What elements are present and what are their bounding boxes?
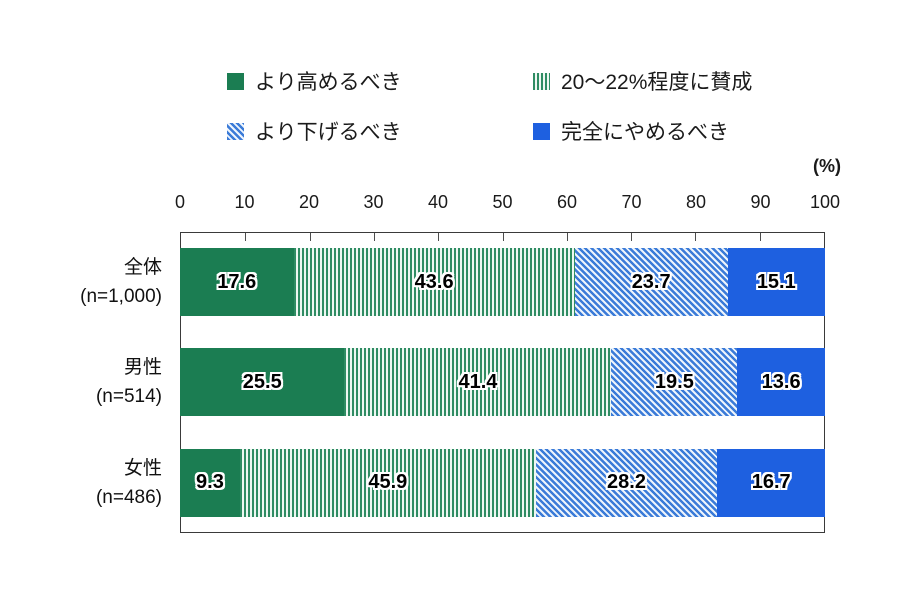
legend-label: 完全にやめるべき <box>561 121 729 144</box>
axis-tick-mark <box>695 233 697 241</box>
bar-segment: 23.7 <box>574 248 728 317</box>
chart-row: 男性 (n=514) 25.5 41.4 19.5 13.6 <box>0 332 825 432</box>
bar-value-label: 17.6 <box>217 270 257 293</box>
axis-tick-mark <box>245 233 247 241</box>
bar-value-label: 15.1 <box>756 270 796 293</box>
axis-tick-label: 10 <box>234 192 255 212</box>
axis-tick-mark <box>309 233 311 241</box>
bar-segment: 28.2 <box>535 448 718 517</box>
axis-tick-mark <box>438 233 440 241</box>
axis-tick-label: 0 <box>174 192 186 212</box>
bar-value-label: 16.7 <box>751 471 791 494</box>
row-label: 男性 (n=514) <box>0 353 162 411</box>
axis-tick-label: 20 <box>298 192 320 212</box>
axis-tick-label: 80 <box>685 192 707 212</box>
axis-tick-label: 90 <box>750 192 771 212</box>
bar-value-label: 25.5 <box>242 370 282 393</box>
legend-item-raise: より高めるべき <box>227 66 402 96</box>
legend-label: 20〜22%程度に賛成 <box>561 71 753 94</box>
bar-value-label: 41.4 <box>458 370 498 393</box>
chart-row: 女性 (n=486) 9.3 45.9 28.2 16.7 <box>0 433 825 533</box>
axis-tick-mark <box>502 233 504 241</box>
axis-tick-label: 30 <box>363 192 384 212</box>
bar-segment: 9.3 <box>180 448 240 517</box>
axis-tick-label: 50 <box>492 192 513 212</box>
stacked-bar: 17.6 43.6 23.7 15.1 <box>180 248 825 317</box>
bar-segment: 25.5 <box>180 348 345 417</box>
axis-tick-mark <box>759 233 761 241</box>
legend-swatch-solid-green <box>227 72 244 90</box>
legend-item-lower: より下げるべき <box>227 116 402 146</box>
bar-segment: 13.6 <box>737 348 825 417</box>
bar-value-label: 23.7 <box>631 270 671 293</box>
bar-segment: 43.6 <box>293 248 575 317</box>
bar-segment: 17.6 <box>180 248 294 317</box>
legend-label: より高めるべき <box>255 71 402 94</box>
axis-tick-label: 60 <box>556 192 578 212</box>
row-label: 全体 (n=1,000) <box>0 253 162 311</box>
row-label: 女性 (n=486) <box>0 454 162 512</box>
bar-value-label: 19.5 <box>654 370 694 393</box>
bar-value-label: 28.2 <box>607 471 646 494</box>
x-axis: 0 10 20 30 40 50 60 70 80 90 100 <box>175 192 840 216</box>
axis-tick-mark <box>373 233 375 241</box>
row-sample-size-label: (n=486) <box>95 486 162 508</box>
bar-value-label: 45.9 <box>368 471 408 494</box>
row-sample-size-label: (n=514) <box>95 386 162 408</box>
bar-value-label: 43.6 <box>414 270 454 293</box>
stacked-bar: 25.5 41.4 19.5 13.6 <box>180 348 825 417</box>
row-category-label: 全体 <box>123 257 162 279</box>
bar-segment: 15.1 <box>727 248 825 317</box>
axis-tick-mark <box>631 233 633 241</box>
legend-item-abolish: 完全にやめるべき <box>533 116 729 146</box>
bar-segment: 41.4 <box>344 348 612 417</box>
chart-rows: 全体 (n=1,000) 17.6 43.6 23.7 15.1 男性 (n=514) 25.5… <box>0 232 825 533</box>
axis-tick-label: 40 <box>427 192 449 212</box>
row-category-label: 男性 <box>123 357 162 379</box>
axis-tick-label: 100 <box>809 192 841 212</box>
bar-segment: 45.9 <box>239 448 536 517</box>
axis-unit-label: (%) <box>813 156 841 176</box>
chart-row: 全体 (n=1,000) 17.6 43.6 23.7 15.1 <box>0 232 825 332</box>
bar-value-label: 9.3 <box>196 471 224 494</box>
legend-swatch-solid-blue <box>533 122 550 140</box>
bar-value-label: 13.6 <box>761 370 801 393</box>
bar-segment: 19.5 <box>611 348 738 417</box>
legend-item-keep-20-22: 20〜22%程度に賛成 <box>533 66 752 96</box>
axis-tick-mark <box>566 233 568 241</box>
stacked-bar: 9.3 45.9 28.2 16.7 <box>180 448 825 517</box>
legend-swatch-green-stripes <box>533 72 550 90</box>
row-category-label: 女性 <box>123 457 162 479</box>
bar-segment: 16.7 <box>717 448 825 517</box>
legend-label: より下げるべき <box>255 121 402 144</box>
row-sample-size-label: (n=1,000) <box>80 286 162 308</box>
axis-tick-label: 70 <box>621 192 642 212</box>
legend-swatch-blue-stripes <box>227 122 244 140</box>
